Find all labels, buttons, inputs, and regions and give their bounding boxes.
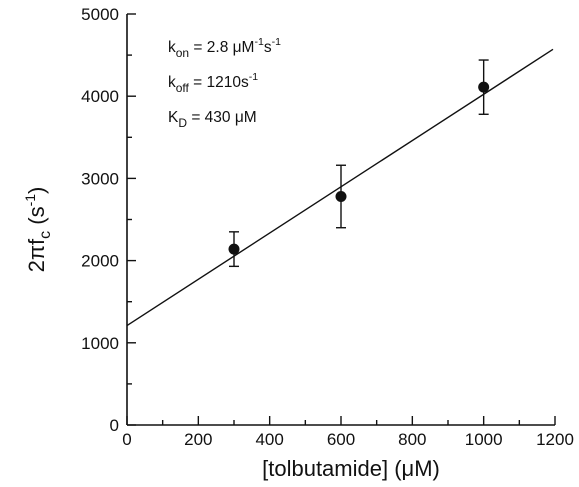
y-tick-label: 5000 xyxy=(81,5,119,24)
data-point xyxy=(228,243,240,255)
annotation: KD = 430 μM xyxy=(168,109,257,130)
x-tick-label: 1200 xyxy=(536,430,574,449)
x-axis-label: [tolbutamide] (μM) xyxy=(262,456,440,481)
x-tick-label: 400 xyxy=(255,430,283,449)
x-tick-label: 1000 xyxy=(465,430,503,449)
axes: 0 1000 2000 3000 4000 5000 0 200 400 600 800 1000 12… xyxy=(81,5,574,449)
y-tick-label: 4000 xyxy=(81,87,119,106)
data-points xyxy=(228,59,490,268)
y-tick-label: 1000 xyxy=(81,334,119,353)
data-point xyxy=(478,81,490,93)
x-tick-label: 0 xyxy=(122,430,131,449)
annotation: kon = 2.8 μM-1s-1 xyxy=(168,36,281,60)
fit-line-group xyxy=(126,48,554,327)
y-tick-label: 2000 xyxy=(81,252,119,271)
x-tick-label: 200 xyxy=(184,430,212,449)
x-tick-label: 600 xyxy=(327,430,355,449)
x-tick-label: 800 xyxy=(398,430,426,449)
y-tick-label: 3000 xyxy=(81,169,119,188)
fit-line xyxy=(126,48,554,327)
axis-labels: [tolbutamide] (μM) 2πfc (s-1) xyxy=(22,187,440,481)
y-axis-label: 2πfc (s-1) xyxy=(22,187,54,273)
data-point xyxy=(335,190,347,202)
annotations: kon = 2.8 μM-1s-1 koff = 1210s-1 KD = 430 … xyxy=(168,36,281,130)
y-tick-label: 0 xyxy=(110,416,119,435)
annotation: koff = 1210s-1 xyxy=(168,71,258,95)
